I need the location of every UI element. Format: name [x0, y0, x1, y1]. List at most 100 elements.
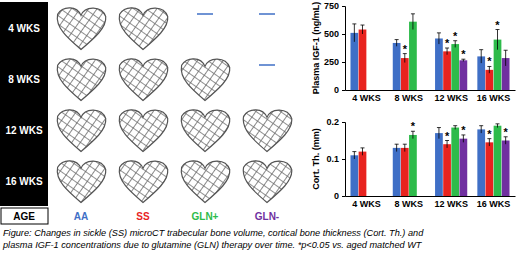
error-bar — [496, 124, 500, 128]
y-tick-mark — [342, 62, 345, 63]
error-bar — [360, 148, 364, 155]
group-label: GLN- — [255, 211, 279, 222]
significance: * — [403, 43, 408, 55]
bar — [502, 141, 510, 197]
error-bar — [445, 141, 449, 148]
error-bar — [461, 135, 465, 142]
bar — [435, 38, 443, 90]
caption: Figure: Changes in sickle (SS) microCT t… — [3, 228, 424, 238]
bone-image — [181, 59, 230, 101]
significance: * — [461, 124, 466, 136]
y-tick-label: 0 — [334, 191, 339, 201]
error-bar — [403, 144, 407, 151]
x-tick-label: 8 WKS — [395, 93, 424, 103]
error-bar — [395, 144, 399, 151]
error-bar — [411, 131, 415, 138]
x-tick: 16 WKS — [477, 90, 511, 103]
x-tick: 4 WKS — [352, 196, 381, 209]
x-tick: 16 WKS — [477, 196, 511, 209]
significance: * — [487, 55, 492, 67]
age-box — [1, 208, 48, 224]
bar — [459, 60, 467, 90]
bar — [485, 142, 493, 196]
y-tick: 0.1 — [326, 154, 345, 164]
bar — [359, 30, 367, 90]
error-bar — [445, 48, 449, 55]
x-axis: 4 WKS 8 WKS 12 WKS 16 WKS — [346, 196, 516, 209]
y-axis-line — [342, 123, 346, 197]
bone-image — [57, 8, 106, 50]
y-tick: 0 — [334, 85, 345, 95]
bar — [494, 126, 502, 196]
y-tick: 500 — [324, 29, 345, 39]
error-bar — [411, 14, 415, 30]
y-tick-label: 500 — [324, 29, 339, 39]
caption: plasma IGF-1 concentrations due to gluta… — [2, 240, 423, 250]
y-tick-mark — [342, 90, 345, 91]
age-label: AGE — [13, 211, 35, 222]
bone-image — [119, 110, 168, 152]
y-axis-title: Plasma IGF-1 (ng/mL) — [311, 2, 321, 95]
x-axis-line — [346, 90, 516, 91]
significance: * — [453, 30, 458, 42]
x-tick: 8 WKS — [395, 90, 424, 103]
group-label: AA — [74, 211, 88, 222]
bone-image — [181, 110, 230, 152]
bone-image — [119, 59, 168, 101]
significance: * — [411, 120, 416, 132]
missing-dash — [197, 13, 213, 15]
bone-image — [57, 161, 106, 203]
bar — [443, 51, 451, 90]
x-tick-label: 4 WKS — [352, 93, 381, 103]
y-tick-mark — [342, 159, 345, 160]
error-bar — [479, 50, 483, 63]
bone-image — [181, 161, 230, 203]
significance: * — [461, 48, 466, 60]
x-tick-label: 12 WKS — [434, 93, 468, 103]
error-bar — [437, 33, 441, 44]
x-tick: 4 WKS — [352, 90, 381, 103]
bar — [451, 44, 459, 90]
x-tick-label: 8 WKS — [395, 199, 424, 209]
y-tick: 250 — [324, 57, 345, 67]
significance: * — [495, 19, 500, 31]
bar — [435, 133, 443, 196]
y-tick-label: 750 — [324, 1, 339, 11]
error-bar — [352, 152, 356, 159]
bar — [350, 155, 358, 196]
error-bar — [403, 54, 407, 63]
group-label: SS — [136, 211, 150, 222]
error-bar — [437, 128, 441, 139]
bar — [409, 135, 417, 196]
missing-dash — [259, 13, 275, 15]
bar — [451, 128, 459, 196]
y-tick-mark — [342, 6, 345, 7]
error-bar — [504, 50, 508, 66]
y-tick: 0 — [334, 191, 345, 201]
y-axis: 0 250 500 750 — [324, 1, 346, 95]
bone-image — [57, 110, 106, 152]
bone-image — [119, 8, 168, 50]
significance: * — [487, 128, 492, 140]
error-bar — [453, 126, 457, 130]
significance: * — [504, 126, 509, 138]
chart: ******02505007504 WKS8 WKS12 WKS16 WKSPl… — [311, 1, 516, 103]
x-tick-label: 12 WKS — [434, 199, 468, 209]
y-tick: 750 — [324, 1, 345, 11]
x-tick: 12 WKS — [434, 196, 468, 209]
bone-image — [243, 161, 292, 203]
row-label: 16 WKS — [5, 176, 43, 187]
x-tick-label: 16 WKS — [477, 199, 511, 209]
significance: * — [445, 37, 450, 49]
y-tick-mark — [342, 34, 345, 35]
bar — [401, 58, 409, 90]
y-tick-label: 0.1 — [326, 154, 339, 164]
y-axis-title: Cort. Th. (mm) — [311, 128, 321, 190]
y-tick-label: 0 — [334, 85, 339, 95]
bar — [393, 148, 401, 196]
error-bar — [487, 139, 491, 146]
x-axis: 4 WKS 8 WKS 12 WKS 16 WKS — [346, 90, 516, 103]
bone-image — [57, 59, 106, 101]
y-tick-label: 250 — [324, 57, 339, 67]
bar — [401, 148, 409, 196]
